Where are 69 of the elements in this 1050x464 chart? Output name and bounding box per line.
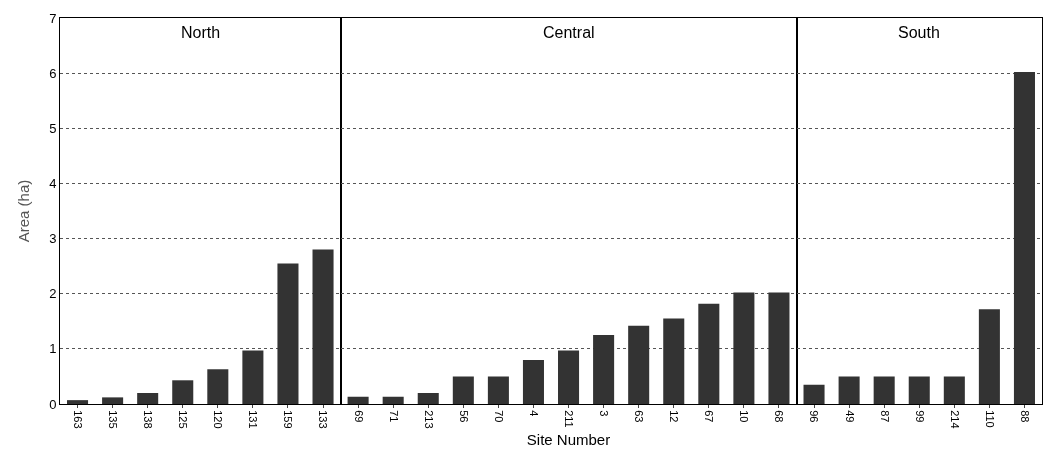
bar [698, 303, 720, 404]
bar [558, 350, 580, 404]
chart-title: North [181, 24, 221, 41]
bar [663, 318, 685, 404]
bar [628, 325, 650, 404]
bar [487, 376, 509, 404]
y-tick-label: 2 [49, 286, 57, 302]
x-tick-label: 70 [492, 410, 505, 423]
bar [522, 359, 544, 404]
x-tick-label: 87 [878, 410, 891, 423]
x-tick-label: 69 [352, 410, 365, 423]
bar [873, 376, 895, 404]
bar [277, 263, 299, 404]
bar [67, 400, 89, 404]
bar [137, 392, 159, 404]
y-tick-label: 5 [49, 120, 57, 136]
x-tick-label: 211 [562, 410, 575, 428]
x-tick-label: 131 [247, 410, 260, 429]
x-tick-label: 159 [282, 410, 295, 429]
x-tick-label: 213 [422, 410, 435, 429]
y-tick-label: 3 [49, 231, 57, 247]
chart-title: Central [543, 24, 595, 41]
y-tick-label: 7 [49, 10, 57, 26]
bar [417, 392, 439, 404]
x-tick-label: 12 [668, 410, 681, 423]
chart-title: South [898, 24, 940, 41]
bar [978, 309, 1000, 404]
bar [733, 292, 755, 404]
x-tick-label: 4 [527, 410, 540, 417]
x-tick-label: 67 [703, 410, 716, 423]
bar [382, 396, 404, 404]
x-tick-label: 68 [773, 410, 786, 423]
bar [347, 396, 369, 404]
y-tick-label: 4 [49, 175, 57, 191]
x-tick-label: 3 [598, 410, 611, 417]
y-tick-label: 1 [49, 341, 57, 357]
x-tick-label: 135 [107, 410, 120, 429]
x-tick-label: 138 [142, 410, 155, 429]
bar [838, 376, 860, 404]
bar [207, 369, 229, 404]
bar [1013, 72, 1035, 404]
x-tick-label: 96 [808, 410, 821, 423]
bar [172, 380, 194, 404]
x-tick-label: 10 [738, 410, 751, 423]
bar [452, 376, 474, 404]
x-axis-title: Site Number [526, 430, 611, 448]
x-tick-label: 214 [948, 410, 961, 429]
x-tick-label: 133 [317, 410, 330, 429]
x-tick-label: 120 [212, 410, 225, 429]
x-tick-label: 63 [633, 410, 646, 423]
x-tick-label: 125 [177, 410, 190, 429]
y-tick-label: 6 [49, 65, 57, 81]
bar [768, 292, 790, 404]
x-tick-label: 71 [387, 410, 400, 423]
x-tick-label: 49 [843, 410, 856, 423]
x-tick-label: 110 [983, 410, 996, 428]
x-tick-label: 163 [71, 410, 84, 429]
bar [312, 249, 334, 404]
bar [943, 376, 965, 404]
bar [593, 335, 615, 404]
y-axis-title: Area (ha) [15, 179, 33, 243]
bar [908, 376, 930, 404]
y-tick-label: 0 [49, 396, 57, 412]
x-tick-label: 88 [1018, 410, 1031, 423]
bar [242, 350, 264, 404]
x-tick-label: 99 [913, 410, 926, 423]
bar [102, 397, 124, 404]
bar [803, 384, 825, 404]
x-tick-label: 56 [457, 410, 470, 423]
